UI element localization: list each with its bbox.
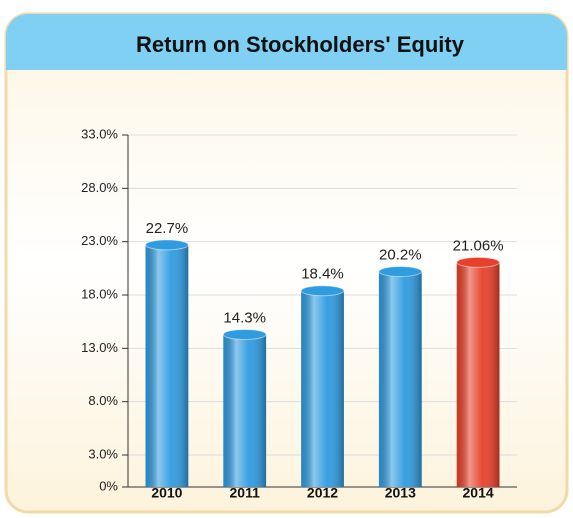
bar-shade: [456, 262, 500, 487]
bar-cap: [456, 256, 500, 268]
x-tick-label: 2014: [463, 485, 494, 501]
y-tick-label: 8.0%: [88, 393, 118, 408]
bar-shade: [301, 290, 344, 487]
value-label: 18.4%: [301, 266, 344, 283]
y-tick-label: 0%: [99, 478, 118, 493]
value-label: 22.7%: [146, 220, 189, 237]
value-label: 21.06%: [453, 237, 504, 254]
bar-cap: [222, 328, 267, 340]
y-tick-label: 28.0%: [81, 180, 118, 195]
x-tick-label: 2012: [307, 485, 338, 501]
bar-shade: [223, 334, 267, 487]
bar-cap: [300, 285, 345, 297]
y-tick-label: 3.0%: [88, 446, 118, 461]
y-tick-label: 13.0%: [81, 340, 118, 355]
y-tick-label: 18.0%: [81, 286, 118, 301]
bar-shade: [378, 271, 422, 487]
bar-cap: [378, 266, 423, 278]
y-tick-label: 23.0%: [81, 233, 118, 248]
value-label: 20.2%: [379, 247, 422, 264]
bar-cap: [145, 239, 189, 251]
chart-title: Return on Stockholders' Equity: [136, 32, 465, 57]
value-label: 14.3%: [223, 309, 266, 326]
y-tick-label: 33.0%: [81, 126, 118, 141]
x-tick-label: 2011: [230, 485, 261, 501]
x-tick-label: 2010: [151, 485, 182, 501]
header-band: [6, 14, 567, 70]
plot: 0% 3.0% 8.0% 13.0% 18.0% 23.0% 28.0% 33.0% 22.7%…: [81, 126, 517, 501]
bar-shade: [145, 244, 189, 487]
x-tick-label: 2013: [385, 485, 416, 501]
